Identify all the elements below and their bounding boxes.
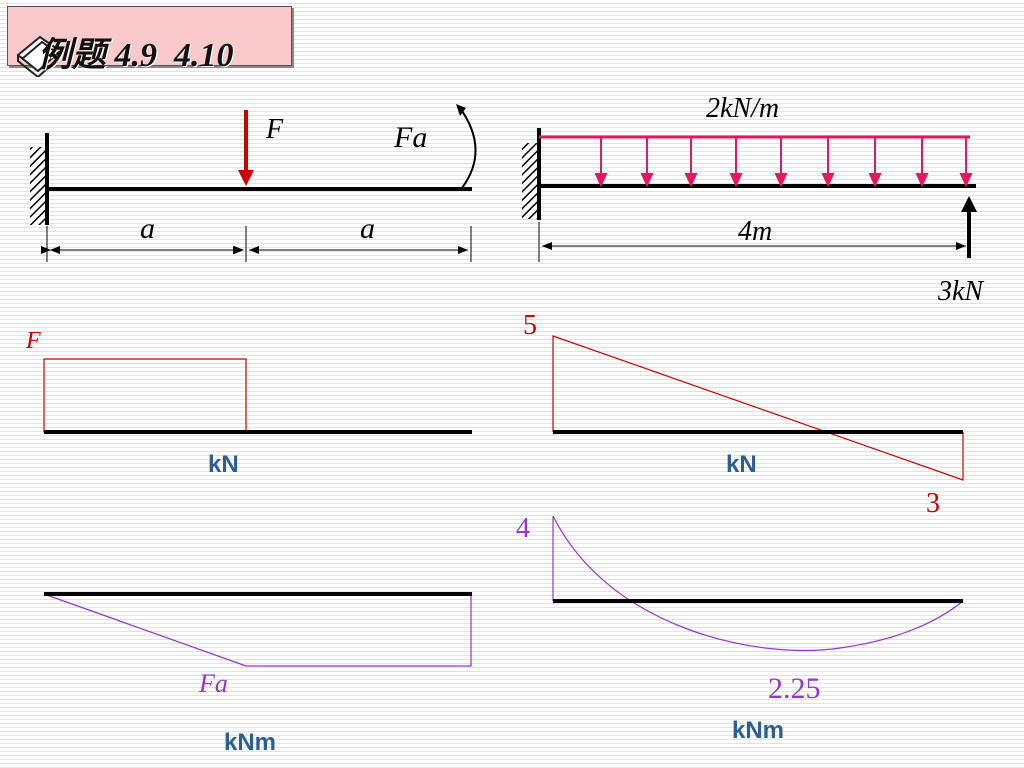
moment-line — [43, 593, 472, 667]
dim-label-2: a — [360, 212, 375, 245]
moment-min-label: 2.25 — [768, 672, 821, 705]
shear-unit: kN — [726, 451, 757, 478]
right-moment-diagram: 4 2.25 kNm — [516, 513, 964, 744]
load-label: 2kN/m — [706, 93, 779, 124]
left-shear-diagram: F kN — [25, 328, 472, 478]
moment-label: Fa — [393, 121, 427, 154]
right-beam-figure: 2kN/m 3kN 4m — [522, 93, 984, 307]
moment-curve — [552, 515, 964, 652]
shear-line — [552, 335, 964, 481]
right-fixed-support — [522, 143, 538, 219]
left-fixed-support — [30, 147, 46, 225]
shear-unit: kN — [208, 451, 239, 478]
moment-unit: kNm — [732, 717, 784, 744]
force-label: F — [265, 114, 284, 145]
moment-value-label: Fa — [198, 669, 228, 698]
length-label: 4m — [738, 216, 772, 247]
page-title: 例题 4.9 4.10 — [38, 37, 234, 74]
moment-arc — [459, 107, 477, 189]
shear-min-label: 3 — [926, 488, 940, 519]
book-icon — [16, 35, 62, 77]
title-banner: 例题 4.9 4.10 — [7, 6, 292, 77]
shear-value-label: F — [25, 328, 41, 354]
shear-max-label: 5 — [523, 310, 537, 341]
shear-block — [43, 358, 247, 433]
left-beam-figure: F Fa a a — [30, 104, 477, 262]
right-shear-diagram: 5 3 kN — [523, 310, 964, 519]
left-moment-diagram: Fa kNm — [43, 592, 472, 756]
moment-unit: kNm — [224, 729, 276, 756]
reaction-label: 3kN — [937, 276, 984, 307]
distributed-load-arrows — [594, 137, 973, 188]
dim-label-1: a — [140, 212, 155, 245]
moment-max-label: 4 — [516, 513, 530, 544]
